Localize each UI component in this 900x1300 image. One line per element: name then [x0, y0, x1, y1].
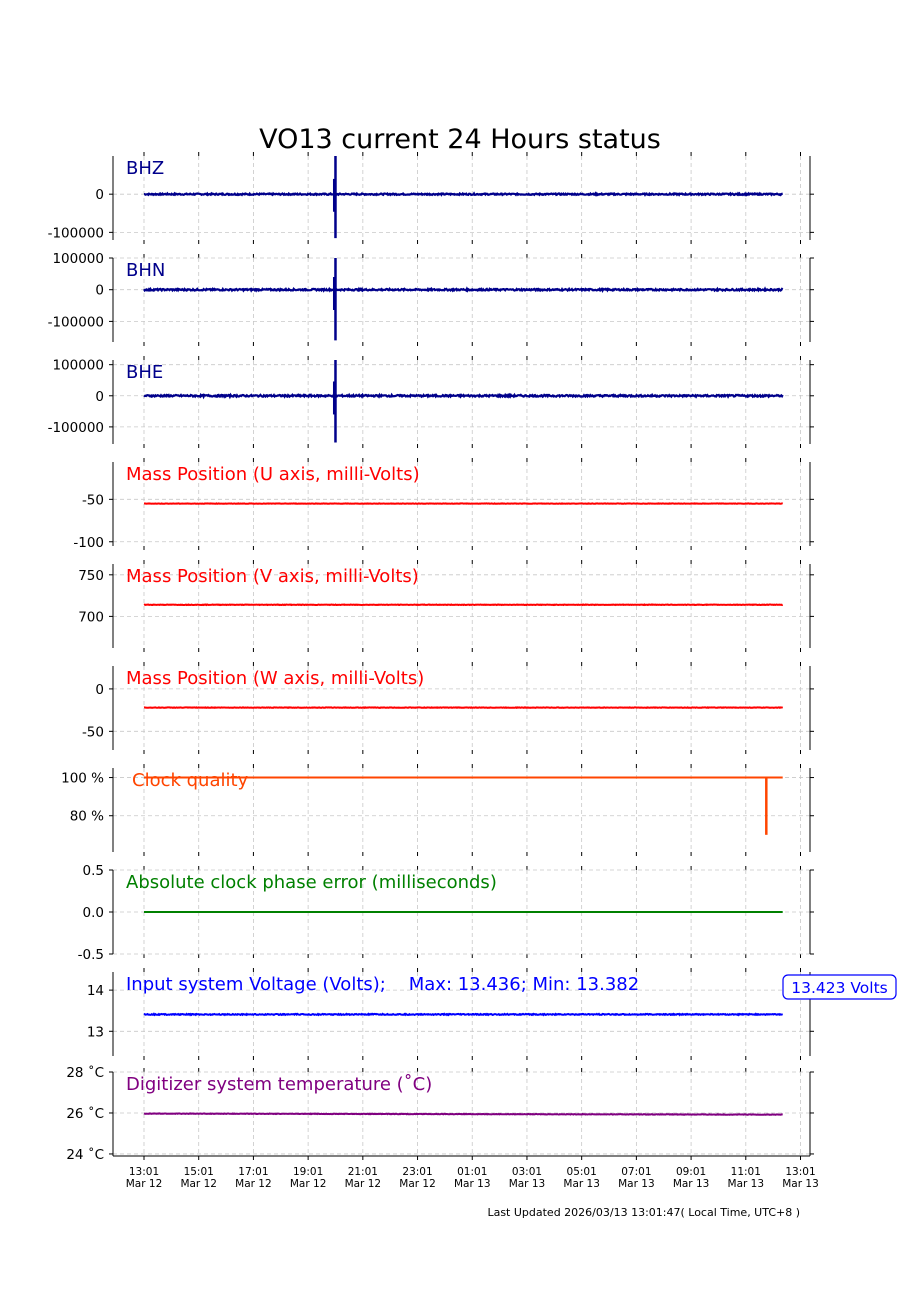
- x-tick-label-time: 03:01: [512, 1166, 542, 1178]
- last-updated-note: Last Updated 2026/03/13 13:01:47( Local …: [487, 1206, 800, 1219]
- chart-title: VO13 current 24 Hours status: [259, 124, 661, 155]
- y-tick-label: -50: [82, 724, 104, 740]
- panel-label: Clock quality: [132, 770, 249, 791]
- x-tick-label-date: Mar 12: [290, 1178, 327, 1190]
- x-tick-label-time: 23:01: [402, 1166, 432, 1178]
- y-tick-label: -100000: [48, 420, 104, 436]
- y-tick-label: 100000: [52, 251, 104, 267]
- series-line: [143, 191, 784, 197]
- x-tick-label-time: 01:01: [457, 1166, 487, 1178]
- panel-label: BHE: [126, 362, 163, 383]
- x-tick-label-time: 13:01: [785, 1166, 815, 1178]
- x-tick-label-time: 19:01: [293, 1166, 323, 1178]
- y-tick-label: 14: [87, 983, 104, 999]
- panel-label: Digitizer system temperature (˚C): [126, 1074, 432, 1095]
- y-tick-label: -0.5: [78, 947, 104, 963]
- panel-2: 100000 0 -100000 BHN: [48, 251, 814, 346]
- x-tick-label-time: 11:01: [731, 1166, 761, 1178]
- panel-label: Mass Position (W axis, milli-Volts): [126, 668, 424, 689]
- panel-9: 14 13 Input system Voltage (Volts); Max: 1…: [87, 968, 897, 1060]
- y-tick-label: 28 ˚C: [66, 1064, 104, 1081]
- x-tick-label-time: 09:01: [676, 1166, 706, 1178]
- x-tick-label-date: Mar 13: [618, 1178, 655, 1190]
- y-tick-label: -50: [82, 492, 104, 508]
- y-tick-label: 24 ˚C: [66, 1146, 104, 1163]
- panel-label: Absolute clock phase error (milliseconds…: [126, 872, 497, 893]
- y-tick-label: 0: [95, 187, 104, 203]
- x-tick-label-time: 21:01: [348, 1166, 378, 1178]
- x-tick-label-time: 05:01: [567, 1166, 597, 1178]
- panel-4: -50 -100 Mass Position (U axis, milli-Volt…: [73, 458, 814, 551]
- panel-1: 0 -100000 BHZ: [48, 152, 814, 244]
- y-tick-label: 13: [87, 1024, 104, 1040]
- x-tick-label-date: Mar 12: [345, 1178, 382, 1190]
- panel-3: 100000 0 -100000 BHE: [48, 356, 814, 448]
- panel-6: 0 -50 Mass Position (W axis, milli-Volts): [82, 662, 814, 754]
- x-tick-label-date: Mar 13: [509, 1178, 546, 1190]
- x-tick-label-date: Mar 13: [673, 1178, 710, 1190]
- y-tick-label: 0: [95, 682, 104, 698]
- y-tick-label: 80 %: [70, 809, 104, 825]
- series-line: [143, 1012, 783, 1017]
- x-tick-label-time: 13:01: [129, 1166, 159, 1178]
- panel-label: Mass Position (U axis, milli-Volts): [126, 464, 420, 485]
- panel-7: 100 % 80 % Clock quality: [61, 764, 814, 856]
- series-line: [143, 1112, 783, 1116]
- y-tick-label: 0: [95, 389, 104, 405]
- panel-5: 750 700 Mass Position (V axis, milli-Volts…: [78, 560, 814, 652]
- x-tick-label-date: Mar 12: [180, 1178, 217, 1190]
- y-tick-label: -100: [73, 535, 104, 551]
- y-tick-label: 26 ˚C: [66, 1105, 104, 1122]
- x-tick-label-time: 07:01: [621, 1166, 651, 1178]
- x-tick-label-date: Mar 13: [782, 1178, 819, 1190]
- series-line: [143, 286, 784, 293]
- panel-label: BHZ: [126, 158, 164, 179]
- x-tick-label-time: 15:01: [184, 1166, 214, 1178]
- y-tick-label: 700: [78, 609, 104, 625]
- y-tick-label: 0.5: [83, 863, 104, 879]
- panel-10: 28 ˚C 26 ˚C 24 ˚C Digitizer system temperat…: [66, 1064, 814, 1163]
- x-tick-label-date: Mar 13: [454, 1178, 491, 1190]
- value-callout-box: [782, 974, 897, 1000]
- x-tick-label-time: 17:01: [238, 1166, 268, 1178]
- y-tick-label: 0.0: [83, 905, 104, 921]
- y-tick-label: 750: [78, 568, 104, 584]
- series-line: [143, 392, 784, 400]
- panel-label: Input system Voltage (Volts); Max: 13.43…: [126, 974, 639, 995]
- y-tick-label: 100000: [52, 358, 104, 374]
- panel-label: Mass Position (V axis, milli-Volts): [126, 566, 419, 587]
- panel-8: 0.5 0.0 -0.5 Absolute clock phase error (mi…: [78, 863, 814, 963]
- y-tick-label: -100000: [48, 225, 104, 241]
- y-tick-label: 0: [95, 283, 104, 299]
- x-tick-label-date: Mar 12: [399, 1178, 436, 1190]
- panel-label: BHN: [126, 260, 165, 281]
- value-callout-text: 13.423 Volts: [791, 979, 888, 997]
- x-tick-label-date: Mar 13: [728, 1178, 765, 1190]
- y-tick-label: 100 %: [61, 771, 104, 787]
- series-line: [143, 603, 784, 607]
- x-tick-label-date: Mar 12: [126, 1178, 163, 1190]
- x-tick-label-date: Mar 13: [563, 1178, 600, 1190]
- x-tick-label-date: Mar 12: [235, 1178, 272, 1190]
- y-tick-label: -100000: [48, 314, 104, 330]
